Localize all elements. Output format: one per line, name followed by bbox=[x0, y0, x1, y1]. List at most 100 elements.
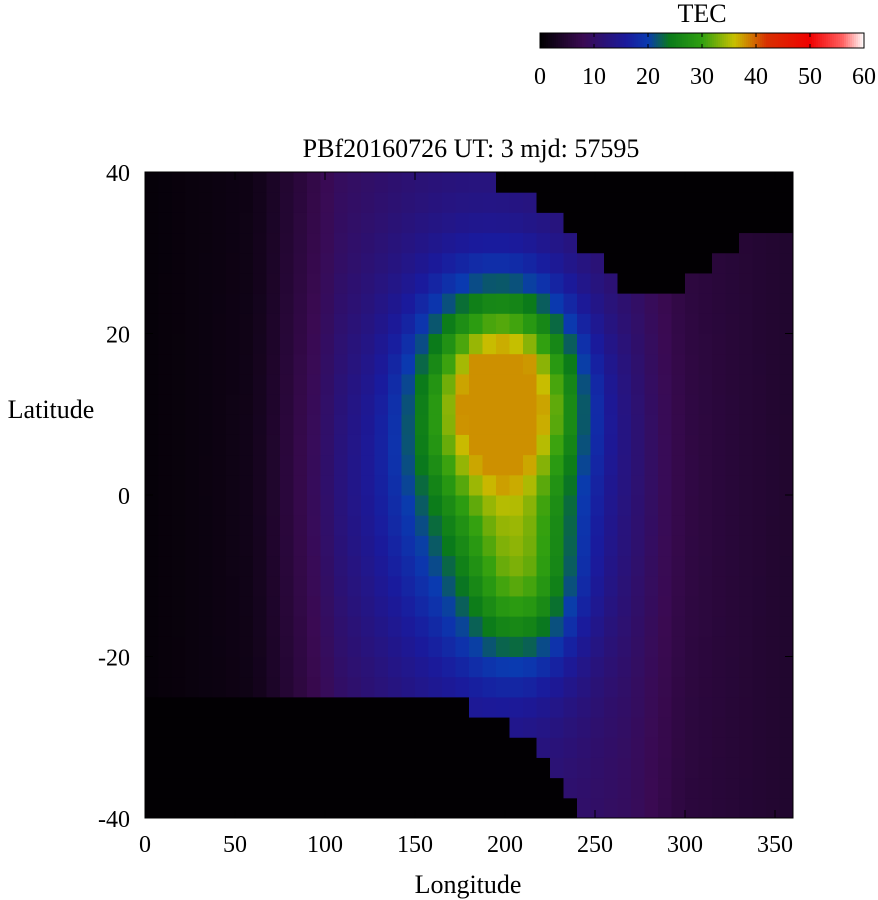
heatmap-cell bbox=[685, 474, 699, 496]
heatmap-cell bbox=[428, 394, 443, 415]
heatmap-cell bbox=[199, 717, 213, 738]
heatmap-cell bbox=[266, 757, 281, 779]
heatmap-cell bbox=[415, 797, 429, 819]
colorbar-cell bbox=[574, 33, 577, 48]
colorbar-cell bbox=[756, 33, 759, 48]
heatmap-cell bbox=[442, 555, 456, 577]
heatmap-cell bbox=[752, 414, 767, 435]
heatmap-cell bbox=[172, 373, 186, 395]
colorbar-cell bbox=[716, 33, 719, 48]
heatmap-cell bbox=[563, 232, 578, 254]
heatmap-cell bbox=[496, 454, 510, 476]
heatmap-cell bbox=[172, 575, 186, 597]
heatmap-cell bbox=[698, 515, 713, 536]
heatmap-cell bbox=[482, 474, 497, 496]
heatmap-cell bbox=[685, 676, 699, 698]
colorbar-cell bbox=[646, 33, 649, 48]
heatmap-cell bbox=[644, 535, 659, 557]
heatmap-cell bbox=[199, 394, 213, 415]
heatmap-cell bbox=[577, 676, 591, 698]
heatmap-cell bbox=[253, 172, 267, 193]
heatmap-cell bbox=[725, 333, 740, 355]
heatmap-cell bbox=[577, 535, 591, 557]
x-tick-label: 350 bbox=[757, 832, 793, 858]
heatmap-cell bbox=[293, 252, 308, 274]
heatmap-cell bbox=[577, 252, 591, 274]
heatmap-cell bbox=[509, 636, 524, 657]
heatmap-cell bbox=[374, 737, 389, 758]
heatmap-cell bbox=[388, 272, 402, 294]
heatmap-cell bbox=[455, 313, 470, 334]
heatmap-cell bbox=[577, 454, 591, 476]
heatmap-cell bbox=[779, 515, 794, 536]
heatmap-cell bbox=[685, 696, 699, 718]
heatmap-cell bbox=[428, 293, 443, 314]
heatmap-cell bbox=[442, 394, 456, 415]
heatmap-cell bbox=[455, 373, 470, 395]
heatmap-cell bbox=[158, 333, 173, 355]
heatmap-cell bbox=[388, 595, 402, 617]
heatmap-cell bbox=[550, 414, 564, 435]
heatmap-cell bbox=[307, 414, 321, 435]
heatmap-cell bbox=[320, 656, 335, 678]
heatmap-cell bbox=[604, 535, 618, 557]
heatmap-cell bbox=[631, 434, 645, 456]
heatmap-cell bbox=[482, 575, 497, 597]
heatmap-cell bbox=[415, 232, 429, 254]
heatmap-cell bbox=[739, 737, 753, 758]
heatmap-cell bbox=[523, 797, 537, 819]
heatmap-cell bbox=[158, 373, 173, 395]
heatmap-cell bbox=[185, 535, 200, 557]
heatmap-cell bbox=[334, 434, 348, 456]
heatmap-cell bbox=[739, 394, 753, 415]
heatmap-cell bbox=[563, 696, 578, 718]
colorbar-cell bbox=[748, 33, 751, 48]
heatmap-cell bbox=[199, 353, 213, 375]
heatmap-cell bbox=[766, 737, 780, 758]
heatmap-cell bbox=[374, 495, 389, 516]
heatmap-cell bbox=[563, 595, 578, 617]
heatmap-cell bbox=[307, 252, 321, 274]
heatmap-cell bbox=[577, 434, 591, 456]
heatmap-cell bbox=[361, 252, 375, 274]
heatmap-cell bbox=[712, 616, 726, 637]
heatmap-cell bbox=[199, 575, 213, 597]
heatmap-cell bbox=[698, 313, 713, 334]
heatmap-cell bbox=[590, 656, 605, 678]
heatmap-cell bbox=[671, 434, 686, 456]
colorbar-cell bbox=[680, 33, 683, 48]
heatmap-cell bbox=[428, 535, 443, 557]
heatmap-cell bbox=[590, 797, 605, 819]
heatmap-cell bbox=[536, 575, 551, 597]
heatmap-cell bbox=[577, 474, 591, 496]
heatmap-cell bbox=[158, 192, 173, 213]
heatmap-cell bbox=[604, 737, 618, 758]
heatmap-cell bbox=[631, 676, 645, 698]
heatmap-cell bbox=[388, 373, 402, 395]
heatmap-cell bbox=[752, 757, 767, 779]
heatmap-cell bbox=[644, 252, 659, 274]
heatmap-cell bbox=[347, 293, 362, 314]
heatmap-cell bbox=[563, 333, 578, 355]
heatmap-cell bbox=[536, 272, 551, 294]
heatmap-cell bbox=[550, 394, 564, 415]
heatmap-cell bbox=[388, 797, 402, 819]
heatmap-cell bbox=[698, 636, 713, 657]
colorbar-cell bbox=[596, 33, 599, 48]
heatmap-cell bbox=[752, 373, 767, 395]
heatmap-cell bbox=[280, 414, 294, 435]
heatmap-cell bbox=[280, 717, 294, 738]
heatmap-cell bbox=[428, 172, 443, 193]
heatmap-cell bbox=[185, 333, 200, 355]
heatmap-cell bbox=[523, 474, 537, 496]
heatmap-cell bbox=[577, 394, 591, 415]
heatmap-cell bbox=[401, 717, 416, 738]
heatmap-cell bbox=[442, 676, 456, 698]
heatmap-cell bbox=[388, 394, 402, 415]
heatmap-cell bbox=[725, 676, 740, 698]
heatmap-cell bbox=[563, 293, 578, 314]
heatmap-cell bbox=[415, 353, 429, 375]
heatmap-cell bbox=[779, 232, 794, 254]
heatmap-cell bbox=[577, 797, 591, 819]
heatmap-cell bbox=[374, 474, 389, 496]
